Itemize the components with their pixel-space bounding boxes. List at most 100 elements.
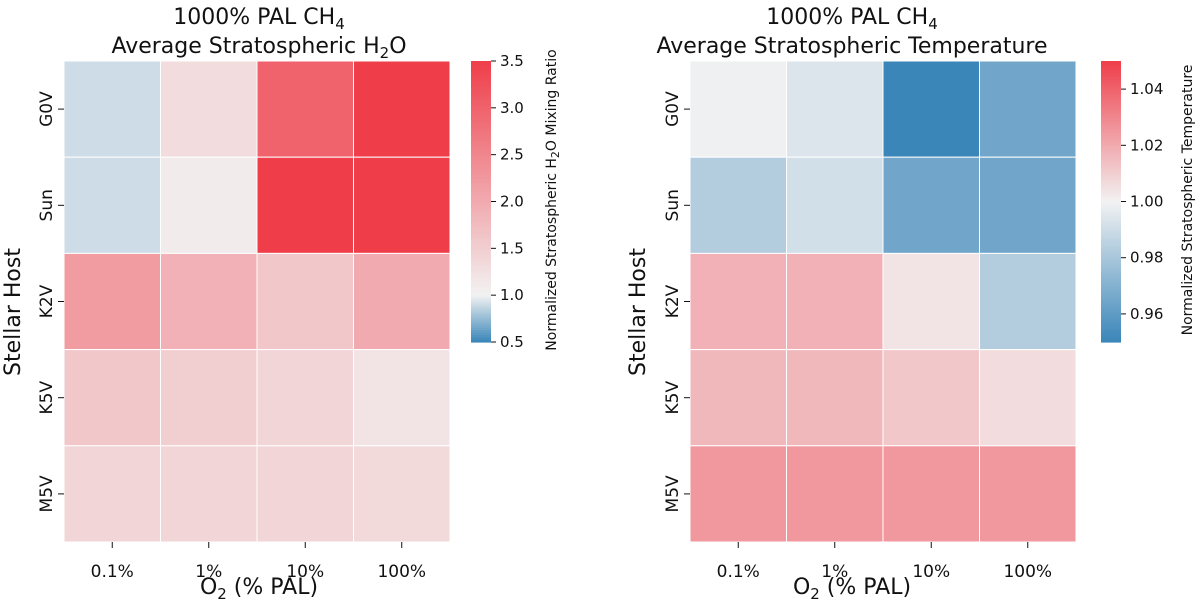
right-colorbar-strip [1101, 131, 1121, 135]
right-colorbar-strip [1101, 271, 1121, 275]
left-colorbar-strip [471, 91, 491, 95]
left-colorbar-strip [471, 185, 491, 189]
right-colorbar-strip [1101, 189, 1121, 193]
right-colorbar-strip [1101, 105, 1121, 109]
left-colorbar-strip [471, 332, 491, 336]
left-colorbar-strip [471, 79, 491, 83]
right-colorbar-strip [1101, 171, 1121, 174]
left-colorbar-strip [471, 135, 491, 139]
right-colorbar-strip [1101, 84, 1121, 88]
right-y-tick-label: K5V [663, 381, 683, 415]
right-colorbar-strip [1101, 93, 1121, 97]
right-colorbar-strip [1101, 133, 1121, 137]
right-y-tick-label: Sun [663, 189, 683, 221]
right-colorbar-strip [1101, 264, 1121, 268]
left-y-tick-label: G0V [37, 91, 57, 127]
right-colorbar-strip [1101, 147, 1121, 151]
left-colorbar-strip [471, 72, 491, 76]
right-cell-K5V-0.1% [689, 349, 787, 447]
left-colorbar-strip [471, 145, 491, 149]
right-colorbar-strip [1101, 316, 1121, 320]
right-colorbar-strip [1101, 339, 1121, 343]
right-colorbar-strip [1101, 290, 1121, 294]
right-colorbar-strip [1101, 89, 1121, 93]
left-colorbar-strip [471, 203, 491, 207]
left-x-axis-label: O2 (% PAL) [200, 575, 318, 603]
left-colorbar-strip [471, 283, 491, 287]
left-colorbar-strip [471, 243, 491, 247]
left-cell-G0V-100% [353, 60, 451, 158]
right-cell-K2V-1% [786, 252, 884, 351]
left-cell-M5V-0.1% [63, 445, 161, 543]
left-colorbar-tick-label: 2.0 [500, 193, 524, 211]
right-colorbar: 0.96 0.98 1.00 1.02 1.04 [1101, 61, 1163, 343]
left-colorbar-strip [471, 325, 491, 329]
left-colorbar-strip [471, 149, 491, 153]
right-colorbar-strip [1101, 178, 1121, 182]
right-colorbar-strip [1101, 135, 1121, 139]
left-colorbar-strip [471, 323, 491, 327]
left-colorbar-strip [471, 152, 491, 156]
left-colorbar-strip [471, 276, 491, 280]
left-colorbar-strip [471, 309, 491, 313]
right-colorbar-strip [1101, 107, 1121, 111]
right-colorbar-strip [1101, 182, 1121, 186]
right-colorbar-strip [1101, 311, 1121, 315]
right-colorbar-strip [1101, 262, 1121, 266]
right-colorbar-strip [1101, 281, 1121, 285]
right-colorbar-strip [1101, 194, 1121, 198]
right-colorbar-strip [1101, 180, 1121, 184]
left-colorbar-tick-label: 0.5 [500, 333, 524, 351]
left-x-ticks: 0.1% 1% 10% 100% [91, 542, 426, 582]
left-cell-K5V-10% [256, 349, 354, 447]
right-colorbar-strip [1101, 138, 1121, 142]
left-colorbar-strip [471, 100, 491, 104]
left-colorbar-strip [471, 222, 491, 226]
left-colorbar-strip [471, 187, 491, 191]
left-colorbar-strip [471, 257, 491, 261]
right-colorbar-tick-label: 1.04 [1130, 80, 1163, 98]
left-colorbar-strip [471, 63, 491, 67]
left-colorbar-strip [471, 264, 491, 268]
right-colorbar-strip [1101, 215, 1121, 219]
right-colorbar-strip [1101, 334, 1121, 338]
left-cell-K2V-100% [353, 252, 451, 351]
left-colorbar-strip [471, 290, 491, 294]
left-colorbar-strip [471, 330, 491, 334]
right-colorbar-strip [1101, 302, 1121, 306]
left-colorbar-strip [471, 245, 491, 249]
left-colorbar-strip [471, 255, 491, 259]
left-colorbar-strip [471, 281, 491, 285]
left-chart: 1000% PAL CH4 Average Stratospheric H2O … [1, 5, 562, 603]
left-colorbar-strip [471, 68, 491, 71]
left-colorbar-strip [471, 103, 491, 107]
right-colorbar-strip [1101, 227, 1121, 231]
left-y-axis-label: Stellar Host [1, 248, 26, 376]
right-colorbar-strip [1101, 285, 1121, 289]
left-colorbar-strip [471, 168, 491, 172]
right-colorbar-strip [1101, 325, 1121, 329]
right-cell-G0V-0.1% [689, 60, 787, 158]
right-cell-M5V-10% [882, 445, 980, 543]
left-colorbar-strip [471, 250, 491, 254]
left-cell-M5V-1% [160, 445, 258, 543]
left-colorbar-strip [471, 217, 491, 221]
left-colorbar-strip [471, 128, 491, 132]
left-colorbar-strip [471, 227, 491, 231]
left-colorbar-strip [471, 140, 491, 144]
left-colorbar-strip [471, 260, 491, 263]
right-colorbar-strip [1101, 206, 1121, 210]
right-colorbar-strip [1101, 119, 1121, 123]
right-colorbar-strip [1101, 185, 1121, 189]
left-colorbar-strip [471, 96, 491, 100]
left-colorbar-strip [471, 271, 491, 275]
right-colorbar-strip [1101, 196, 1121, 200]
right-x-tick-label: 10% [912, 562, 950, 582]
left-x-tick-label: 100% [377, 562, 426, 582]
right-colorbar-label: Normalized Stratospheric Temperature [1180, 65, 1196, 336]
right-colorbar-strip [1101, 126, 1121, 130]
right-colorbar-strip [1101, 154, 1121, 158]
right-colorbar-strip [1101, 278, 1121, 282]
right-colorbar-strip [1101, 220, 1121, 224]
right-colorbar-strip [1101, 100, 1121, 104]
